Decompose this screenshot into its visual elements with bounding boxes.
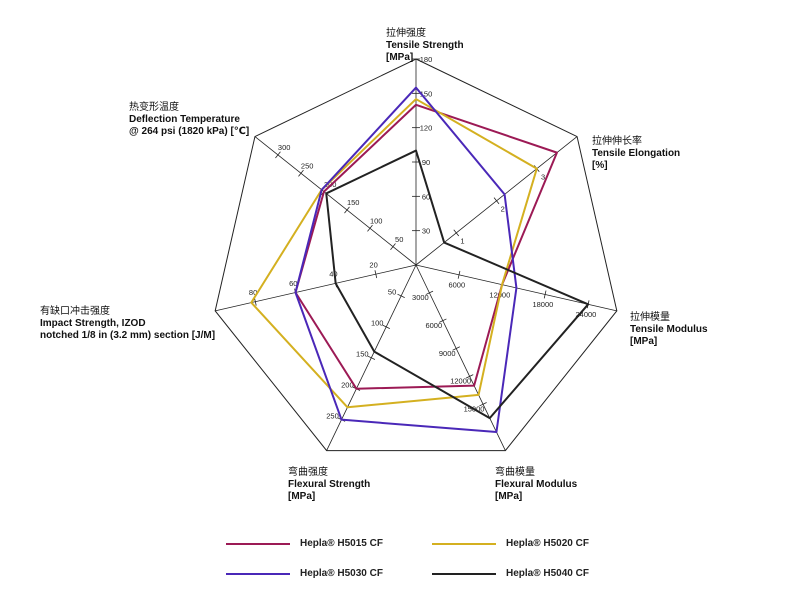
axis-tick-5-0 <box>374 270 378 279</box>
axis-tick-3-3 <box>465 374 474 379</box>
axis-tick-3-4 <box>479 402 487 407</box>
axis-line-5 <box>215 264 417 312</box>
legend-item-h5015: Hepla® H5015 CF <box>226 538 383 549</box>
legend-swatch-h5030 <box>226 572 290 575</box>
tick-label-5-3: 80 <box>249 288 257 297</box>
tick-label-0-0: 30 <box>422 227 430 236</box>
legend-swatch-h5040 <box>432 572 496 575</box>
axis-tick-2-0 <box>457 270 461 279</box>
tick-label-4-4: 250 <box>326 411 339 420</box>
axis-label-tensile-elongation: 拉伸伸长率 Tensile Elongation [%] <box>592 136 681 171</box>
axis-tick-1-0 <box>453 229 460 237</box>
axis-tick-3-2 <box>452 346 460 351</box>
tick-label-1-0: 1 <box>460 237 464 246</box>
tick-label-0-2: 90 <box>422 158 430 167</box>
legend-swatch-h5020 <box>432 542 496 545</box>
series-line-2 <box>294 86 518 434</box>
legend-item-h5030: Hepla® H5030 CF <box>226 568 383 579</box>
axis-tick-6-2 <box>344 206 350 214</box>
axis-label-flexural-modulus: 弯曲模量 Flexural Modulus [MPa] <box>495 467 578 502</box>
axis-tick-5-3 <box>254 297 257 306</box>
tick-label-6-4: 250 <box>301 161 314 170</box>
tick-label-0-1: 60 <box>422 192 430 201</box>
axis-tick-4-1 <box>382 324 390 329</box>
tick-label-6-1: 100 <box>370 216 383 225</box>
axis-label-flexural-strength: 弯曲强度 Flexural Strength [MPa] <box>288 467 371 502</box>
series-line-0 <box>294 103 558 390</box>
axis-tick-6-4 <box>298 169 304 177</box>
tick-label-4-1: 100 <box>371 319 384 328</box>
tick-label-3-2: 9000 <box>439 349 456 358</box>
tick-label-4-3: 200 <box>341 380 354 389</box>
axis-label-deflection-temperature: 热变形温度 Deflection Temperature @ 264 psi (… <box>129 102 250 137</box>
axis-tick-4-2 <box>367 355 376 360</box>
tick-label-5-0: 20 <box>369 260 377 269</box>
tick-label-0-5: 180 <box>420 55 433 64</box>
legend-label-h5015: Hepla® H5015 CF <box>300 538 383 549</box>
axis-tick-3-0 <box>425 290 434 295</box>
series-line-1 <box>250 98 538 409</box>
tick-label-5-1: 40 <box>329 270 337 279</box>
axis-tick-1-1 <box>493 197 500 205</box>
axis-tick-6-1 <box>367 224 373 232</box>
axis-tick-6-0 <box>390 243 396 251</box>
axis-line-3 <box>415 264 506 451</box>
tick-label-6-0: 50 <box>395 235 403 244</box>
tick-label-2-2: 18000 <box>532 300 553 309</box>
tick-label-0-3: 120 <box>420 124 433 133</box>
legend-item-h5040: Hepla® H5040 CF <box>432 568 589 579</box>
tick-label-6-5: 300 <box>278 143 291 152</box>
axis-tick-2-2 <box>543 290 547 299</box>
tick-label-1-1: 2 <box>501 205 505 214</box>
legend-label-h5040: Hepla® H5040 CF <box>506 568 589 579</box>
radar-frame <box>214 58 618 452</box>
legend-swatch-h5015 <box>226 542 290 545</box>
tick-label-0-4: 150 <box>420 89 433 98</box>
tick-label-6-3: 200 <box>324 180 337 189</box>
tick-label-5-2: 60 <box>289 279 297 288</box>
tick-label-4-2: 150 <box>356 349 369 358</box>
legend-item-h5020: Hepla® H5020 CF <box>432 538 589 549</box>
tick-label-4-0: 50 <box>388 288 396 297</box>
axis-tick-3-1 <box>439 318 447 323</box>
axis-label-tensile-modulus: 拉伸模量 Tensile Modulus [MPa] <box>630 312 708 347</box>
tick-label-3-3: 12000 <box>450 377 471 386</box>
tick-label-3-1: 6000 <box>425 321 442 330</box>
legend-label-h5020: Hepla® H5020 CF <box>506 538 589 549</box>
tick-label-1-2: 3 <box>541 172 545 181</box>
axis-label-tensile-strength: 拉伸强度 Tensile Strength [MPa] <box>386 28 464 63</box>
tick-label-2-3: 24000 <box>575 310 596 319</box>
legend-label-h5030: Hepla® H5030 CF <box>300 568 383 579</box>
tick-label-6-2: 150 <box>347 198 360 207</box>
axis-label-impact-strength: 有缺口冲击强度 Impact Strength, IZOD notched 1/… <box>40 306 216 341</box>
tick-label-2-0: 6000 <box>448 281 465 290</box>
axis-tick-6-5 <box>275 151 281 159</box>
axis-line-6 <box>254 136 417 266</box>
axis-tick-4-0 <box>397 293 405 299</box>
series-line-3 <box>325 149 590 420</box>
tick-label-3-0: 3000 <box>412 293 429 302</box>
